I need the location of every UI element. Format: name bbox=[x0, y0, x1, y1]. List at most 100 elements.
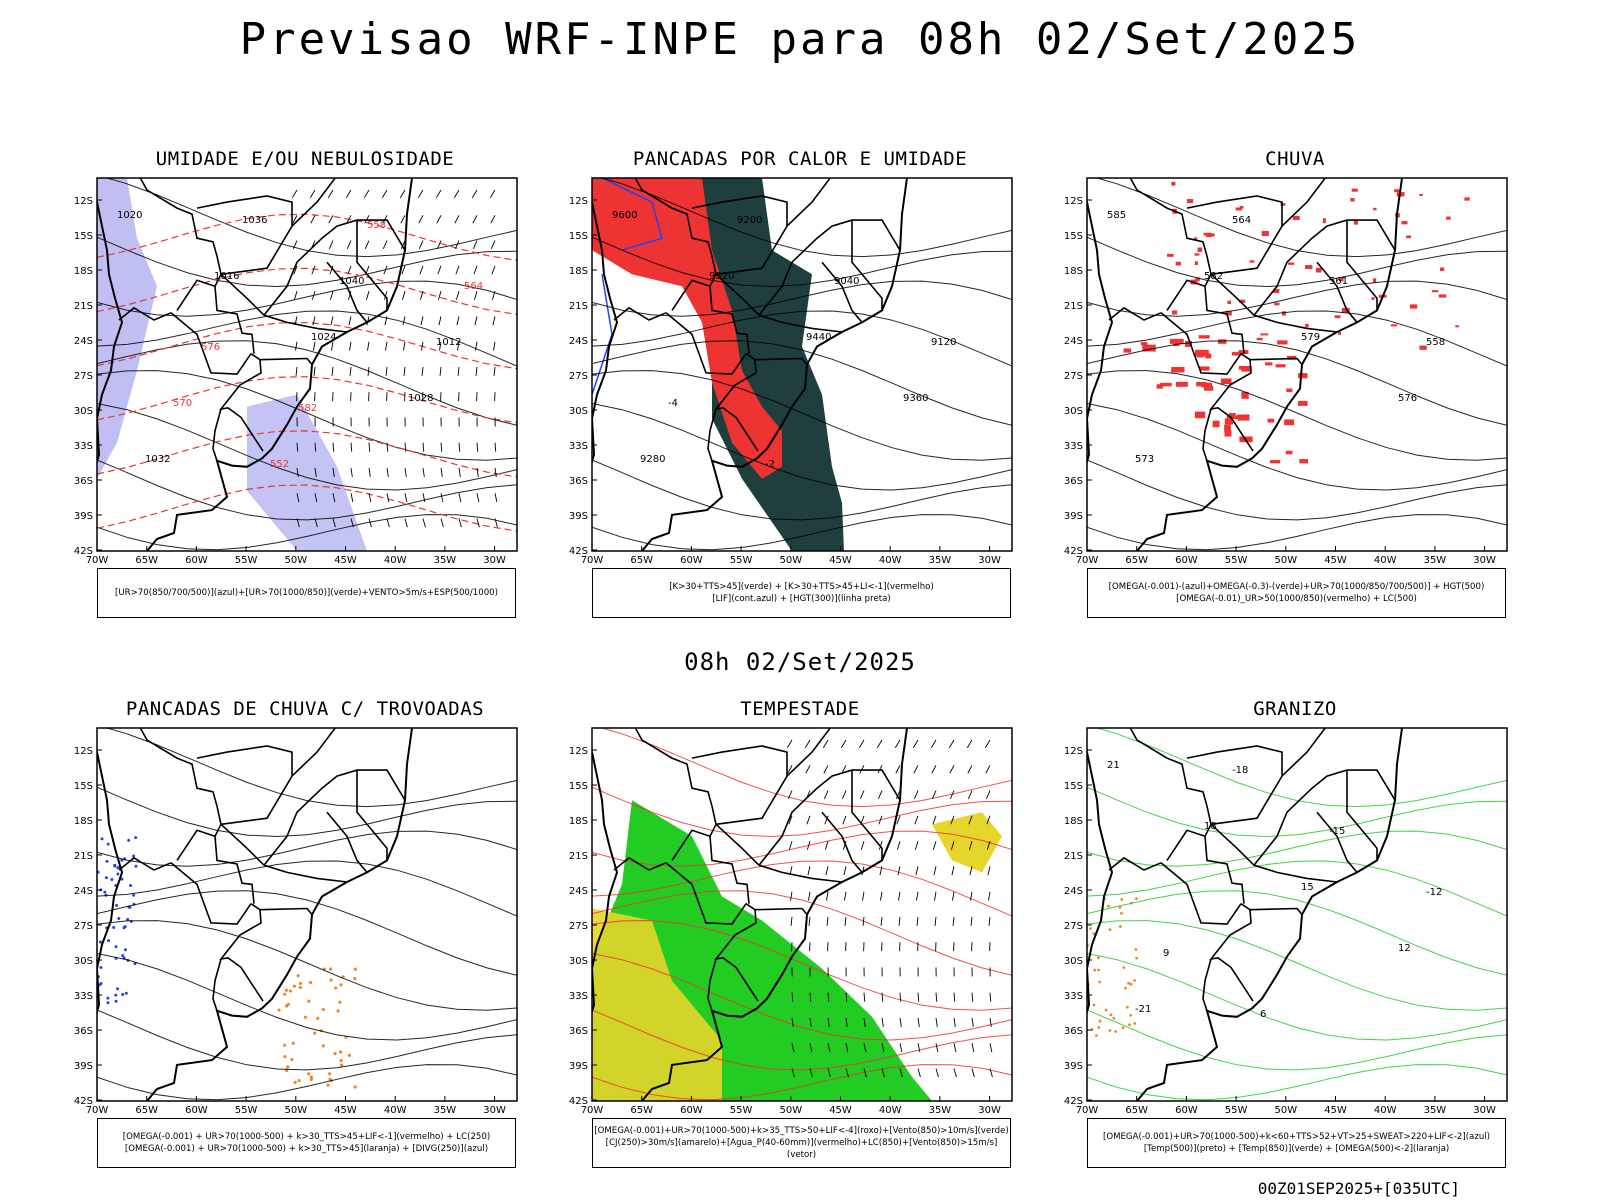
wind-vector bbox=[309, 189, 316, 198]
lat-label: 21S bbox=[569, 301, 588, 312]
omega-cell bbox=[1118, 925, 1122, 928]
coastline bbox=[146, 728, 413, 1101]
wind-vector bbox=[402, 316, 406, 326]
rain-cell bbox=[1171, 181, 1176, 186]
rain-cell bbox=[1195, 277, 1201, 281]
wind-vector bbox=[347, 265, 352, 275]
lat-label: 21S bbox=[569, 851, 588, 862]
wind-vector bbox=[968, 840, 973, 850]
wind-vector bbox=[455, 265, 460, 275]
contour-label: 15 bbox=[1301, 882, 1314, 893]
wind-vector bbox=[825, 866, 829, 876]
lon-label: 70W bbox=[86, 555, 109, 566]
thunder-cell bbox=[340, 1063, 344, 1067]
omega-cell bbox=[1135, 956, 1138, 960]
lon-label: 45W bbox=[1324, 555, 1347, 566]
divergence-point bbox=[132, 893, 136, 897]
lat-label: 18S bbox=[1064, 816, 1083, 827]
lat-label: 42S bbox=[569, 1096, 588, 1107]
political-border bbox=[219, 353, 264, 452]
legend-umidade: [UR>70(850/700/500)](azul)+[UR>70(1000/8… bbox=[97, 568, 516, 618]
rain-cell bbox=[1265, 362, 1273, 366]
coastline bbox=[1136, 728, 1403, 1101]
wind-vector bbox=[364, 240, 370, 249]
contour-line bbox=[1095, 728, 1507, 808]
wind-vector bbox=[966, 739, 973, 748]
wind-vector bbox=[790, 891, 793, 901]
wind-vector bbox=[440, 467, 443, 477]
omega-cell bbox=[1133, 1021, 1137, 1025]
lon-label: 35W bbox=[1424, 1105, 1447, 1116]
wind-vector bbox=[367, 341, 370, 351]
coastline bbox=[641, 728, 908, 1101]
contour-line bbox=[1087, 459, 1507, 521]
divergence-point bbox=[128, 905, 132, 909]
map-frame bbox=[1086, 727, 1508, 1102]
wind-vector bbox=[948, 739, 955, 748]
contour-line bbox=[105, 728, 517, 808]
lon-label: 35W bbox=[1424, 555, 1447, 566]
contour-label: 9 bbox=[1163, 948, 1169, 959]
divergence-point bbox=[133, 962, 137, 966]
rain-cell bbox=[1390, 324, 1398, 327]
contour-label: -2 bbox=[765, 459, 775, 470]
lat-label: 30S bbox=[1064, 956, 1083, 967]
lat-label: 12S bbox=[74, 196, 93, 207]
wind-vector bbox=[494, 442, 497, 452]
political-border bbox=[326, 811, 368, 873]
rain-cell bbox=[1322, 218, 1326, 224]
wind-vector bbox=[440, 442, 443, 452]
panel-title-tempestade: TEMPESTADE bbox=[740, 698, 860, 720]
contour-label: 1016 bbox=[214, 271, 239, 282]
lon-label: 70W bbox=[581, 1105, 604, 1116]
legend-granizo: [OMEGA(-0.001)+UR>70(1000-500)+k<60+TTS>… bbox=[1087, 1118, 1506, 1168]
wind-vector bbox=[985, 765, 991, 774]
rain-cell bbox=[1446, 216, 1451, 220]
wind-vector bbox=[916, 891, 919, 901]
wind-vector bbox=[296, 493, 300, 503]
political-border bbox=[196, 745, 293, 826]
wind-vector bbox=[349, 341, 352, 351]
wind-vector bbox=[386, 493, 390, 503]
rain-cell bbox=[1288, 262, 1295, 265]
wind-vector bbox=[457, 341, 460, 351]
lon-label: 55W bbox=[1225, 1105, 1248, 1116]
wind-vector bbox=[385, 366, 388, 376]
contour-label: 585 bbox=[1107, 210, 1126, 221]
lat-label: 15S bbox=[74, 781, 93, 792]
lon-label: 50W bbox=[779, 1105, 802, 1116]
legend-line: [UR>70(850/700/500)](azul)+[UR>70(1000/8… bbox=[114, 588, 498, 598]
contour-line bbox=[1087, 1009, 1507, 1071]
lon-label: 35W bbox=[434, 1105, 457, 1116]
wind-vector bbox=[931, 765, 937, 774]
political-border bbox=[715, 273, 760, 316]
contour-line bbox=[592, 953, 1012, 1041]
wind-vector bbox=[844, 916, 847, 926]
wind-vector bbox=[897, 866, 901, 876]
rain-cell bbox=[1409, 304, 1418, 309]
political-border bbox=[691, 195, 788, 276]
rain-cell bbox=[1142, 344, 1156, 352]
omega-cell bbox=[1093, 968, 1097, 972]
thunder-cell bbox=[328, 967, 333, 971]
map-panel: 585 582 579 576 573 564 561 558 12S 15S 18S 21S 24S 2… bbox=[1064, 177, 1508, 566]
wind-vector bbox=[935, 1017, 938, 1027]
wind-vector bbox=[314, 442, 317, 452]
legend-line: [CJ(250)>30m/s](amarelo)+[Agua_P(40-60mm… bbox=[605, 1138, 998, 1160]
wind-vector bbox=[493, 366, 496, 376]
rain-cell bbox=[1373, 207, 1377, 211]
wind-vector bbox=[368, 467, 371, 477]
rain-cell bbox=[1260, 333, 1269, 336]
lon-label: 65W bbox=[135, 555, 158, 566]
wind-vector bbox=[296, 518, 300, 528]
lat-label: 39S bbox=[74, 1061, 93, 1072]
thunder-cell bbox=[283, 1043, 287, 1047]
lon-label: 60W bbox=[1175, 555, 1198, 566]
rain-cell bbox=[1238, 365, 1251, 370]
wind-vector bbox=[826, 891, 829, 901]
contour-label: -18 bbox=[1232, 765, 1248, 776]
divergence-point bbox=[114, 993, 118, 997]
contour-line bbox=[1087, 370, 1507, 461]
jet-250-area bbox=[592, 908, 722, 1101]
wind-vector bbox=[476, 467, 479, 477]
